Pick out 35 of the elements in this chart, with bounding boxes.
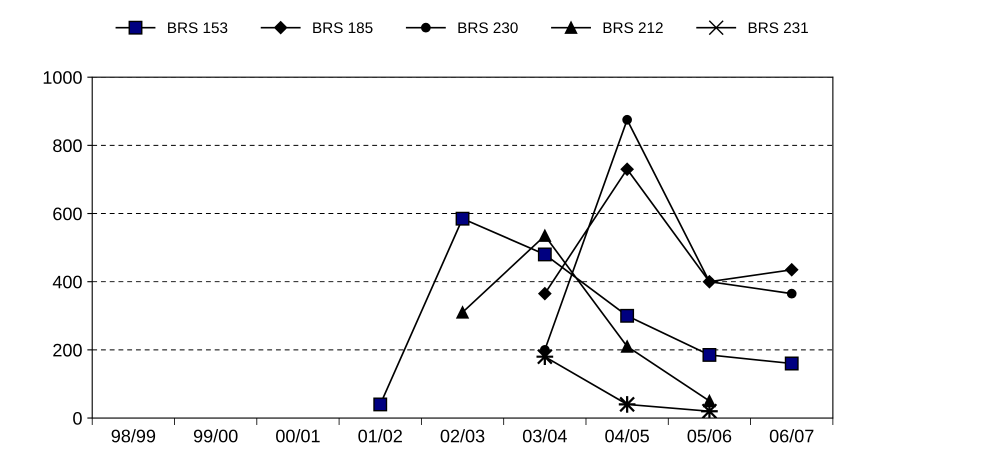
x-tick-label: 03/04 (522, 429, 567, 442)
legend-label: BRS 153 (168, 22, 228, 34)
y-tick-label: 600 (53, 207, 82, 220)
point (538, 229, 552, 242)
legend-label: BRS 230 (458, 22, 518, 34)
legend-label: BRS 231 (748, 22, 808, 34)
y-tick-label: 800 (53, 139, 82, 152)
x-tick-label: 05/06 (688, 429, 732, 442)
point (620, 308, 634, 323)
x-tick-label: 00/01 (276, 429, 320, 442)
point (786, 288, 797, 298)
x-tick-label: 02/03 (440, 429, 484, 442)
point (620, 162, 634, 176)
x-tick-label: 99/00 (194, 429, 238, 442)
y-tick-label: 1000 (44, 71, 82, 84)
point (538, 247, 552, 262)
legend-label: BRS 212 (604, 22, 663, 34)
point (785, 263, 798, 276)
x-tick-label: 01/02 (358, 429, 402, 442)
x-tick-label: 04/05 (605, 429, 649, 442)
x-tick-label: 06/07 (770, 429, 814, 442)
point (373, 397, 388, 412)
point (456, 306, 469, 319)
point (620, 340, 634, 353)
y-tick-label: 400 (52, 276, 82, 288)
point (784, 356, 799, 370)
x-tick-label: 98/99 (112, 429, 156, 442)
legend-label: BRS 185 (313, 22, 373, 34)
point (456, 212, 470, 226)
point (538, 287, 552, 300)
y-tick-label: 0 (73, 412, 82, 425)
y-tick-label: 200 (53, 344, 82, 357)
point (622, 114, 632, 125)
point (618, 394, 637, 414)
point (702, 348, 716, 362)
